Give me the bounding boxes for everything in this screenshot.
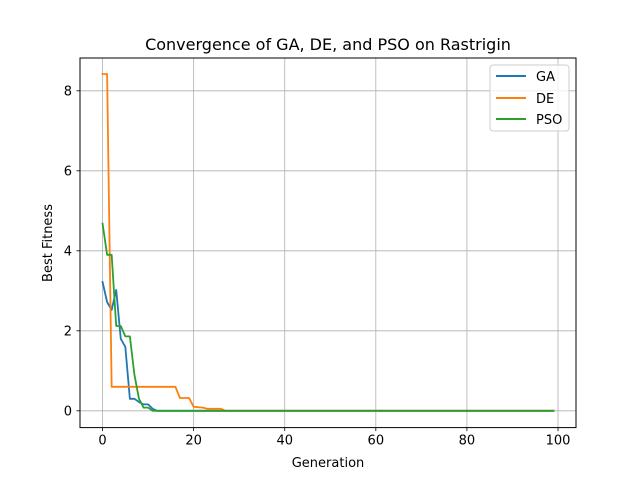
series-line-ga [101, 280, 555, 412]
y-axis-label: Best Fitness [41, 204, 56, 282]
legend-label-ga: GA [536, 70, 555, 85]
legend: GA DE PSO [489, 64, 570, 132]
x-tick-label: 40 [276, 434, 293, 449]
x-tick-label: 0 [98, 434, 106, 449]
x-tick-label: 60 [368, 434, 385, 449]
legend-label-pso: PSO [536, 113, 562, 128]
y-tick-label: 8 [64, 84, 72, 99]
y-tick-label: 0 [64, 404, 72, 419]
y-tick-label: 6 [64, 164, 72, 179]
axis-ticks: 0 20 40 60 80 100 0 2 4 6 8 [64, 84, 571, 448]
x-tick-label: 80 [459, 434, 476, 449]
legend-box [489, 64, 570, 132]
series-line-de [101, 73, 555, 412]
x-tick-label: 100 [546, 434, 571, 449]
chart-title: Convergence of GA, DE, and PSO on Rastri… [145, 35, 511, 54]
series-line-pso [101, 222, 555, 412]
series-lines [101, 73, 555, 412]
x-axis-label: Generation [292, 456, 365, 471]
y-tick-label: 2 [64, 324, 72, 339]
x-tick-label: 20 [185, 434, 202, 449]
legend-label-de: DE [536, 92, 554, 107]
plot-frame [79, 57, 577, 429]
y-tick-label: 4 [64, 244, 72, 259]
